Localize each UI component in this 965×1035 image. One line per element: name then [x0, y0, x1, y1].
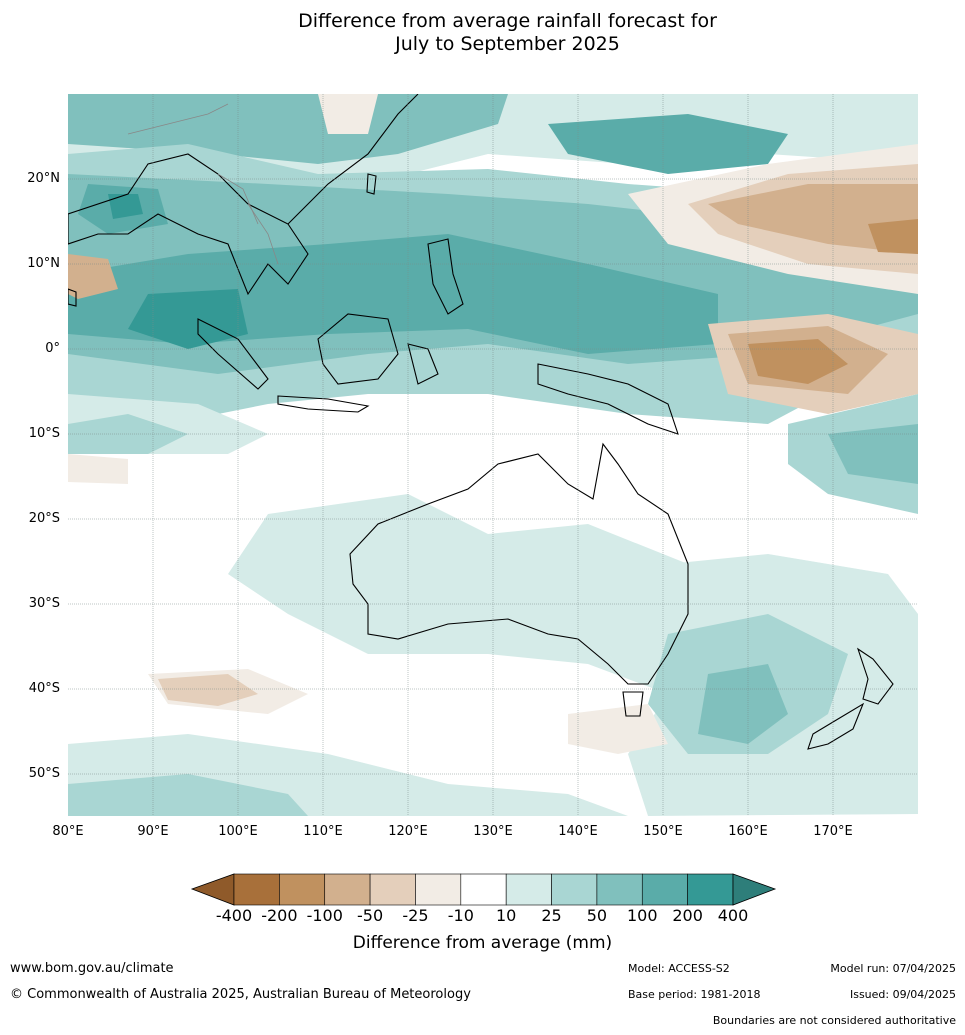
map-canvas [68, 94, 918, 816]
borneo-outline [317, 313, 399, 385]
colorbar-cell [687, 873, 734, 906]
java-outline [277, 395, 370, 413]
lon-label-90e: 90°E [137, 824, 169, 839]
lat-label-0: 0° [45, 341, 60, 356]
footer-copyright: © Commonwealth of Australia 2025, Austra… [10, 987, 471, 1002]
colorbar-tick-label: -10 [447, 906, 474, 925]
footer-disclaimer: Boundaries are not considered authoritat… [712, 1014, 956, 1027]
colorbar-cell [369, 873, 416, 906]
colorbar-tick-label: 25 [541, 906, 562, 925]
title-line-1: Difference from average rainfall forecas… [298, 10, 717, 32]
footer-base-period: Base period: 1981-2018 [628, 988, 761, 1001]
lat-label-10n: 10°N [27, 256, 60, 271]
colorbar-cell [641, 873, 688, 906]
colorbar-tick-label: 200 [672, 906, 703, 925]
colorbar-tick-label: 400 [717, 906, 749, 925]
taiwan-outline [366, 173, 377, 195]
colorbar-title: Difference from average (mm) [352, 933, 613, 953]
footer-url[interactable]: www.bom.gov.au/climate [10, 961, 174, 976]
colorbar-under-arrow [190, 873, 235, 906]
lon-label-110e: 110°E [303, 824, 343, 839]
colorbar-cell [279, 873, 326, 906]
colorbar-tick-label: -400 [215, 906, 253, 925]
colorbar-tick-label: 10 [495, 906, 517, 925]
colorbar-tick-label: 100 [626, 906, 658, 925]
lon-label-130e: 130°E [473, 824, 513, 839]
colorbar-cell [460, 873, 507, 906]
tasmania-outline [622, 691, 644, 717]
graticule [68, 94, 918, 816]
lat-label-50s: 50°S [28, 766, 60, 781]
lon-label-160e: 160°E [728, 824, 768, 839]
colorbar-cell [324, 873, 371, 906]
colorbar-tick-label: -50 [357, 906, 384, 925]
australia-outline [349, 442, 689, 685]
colorbar-over-arrow [732, 873, 777, 906]
lon-label-140e: 140°E [558, 824, 598, 839]
footer-issued: Issued: 09/04/2025 [849, 988, 956, 1001]
colorbar-tick-label: -25 [402, 906, 429, 925]
lon-label-150e: 150°E [643, 824, 683, 839]
china-coast-outline [287, 94, 419, 225]
footer-model: Model: ACCESS-S2 [628, 962, 730, 975]
lat-label-10s: 10°S [28, 426, 60, 441]
lon-label-170e: 170°E [813, 824, 853, 839]
new-zealand-south-outline [807, 702, 865, 750]
colorbar [190, 873, 777, 906]
rainfall-anomaly-map [68, 94, 918, 816]
new-zealand-north-outline [856, 647, 894, 705]
map-title: Difference from average rainfall forecas… [0, 10, 965, 56]
colorbar-cell [551, 873, 598, 906]
colorbar-tick-label: 50 [586, 906, 608, 925]
philippines-outline [427, 238, 464, 315]
footer-model-run: Model run: 07/04/2025 [830, 962, 956, 975]
title-line-2: July to September 2025 [395, 33, 620, 55]
lon-label-120e: 120°E [388, 824, 428, 839]
lat-label-20s: 20°S [28, 511, 60, 526]
colorbar-cell [415, 873, 462, 906]
sulawesi-outline [407, 343, 439, 385]
colorbar-cell [505, 873, 552, 906]
lat-label-20n: 20°N [27, 171, 60, 186]
lon-label-80e: 80°E [52, 824, 84, 839]
lat-label-40s: 40°S [28, 681, 60, 696]
colorbar-tick-label: -100 [306, 906, 343, 925]
colorbar-tick-label: -200 [261, 906, 298, 925]
colorbar-cell [233, 873, 280, 906]
sri-lanka-outline [68, 288, 77, 307]
dry-anomaly-regions [68, 94, 918, 754]
lat-label-30s: 30°S [28, 596, 60, 611]
colorbar-cell [596, 873, 643, 906]
lon-label-100e: 100°E [218, 824, 258, 839]
